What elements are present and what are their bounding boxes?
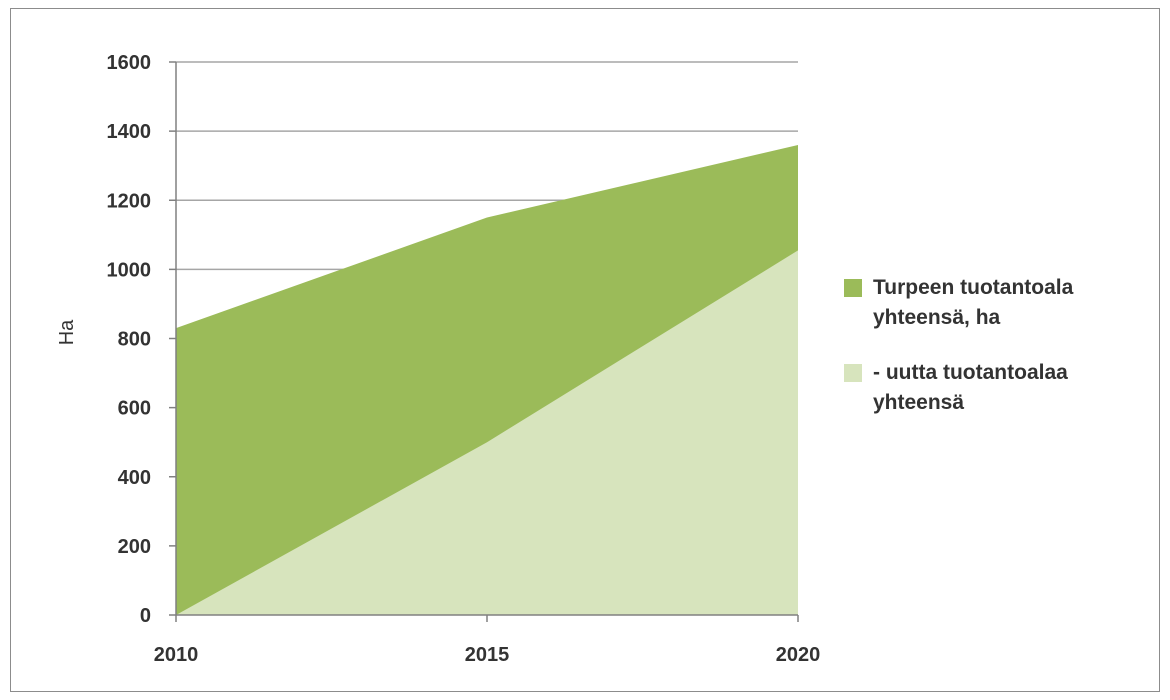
y-axis-title: Ha [56, 319, 78, 345]
y-tick-label: 1400 [107, 121, 152, 143]
area-series-2 [176, 250, 798, 615]
y-tick-label: 0 [140, 605, 151, 627]
y-tick-label: 400 [118, 467, 151, 489]
legend-label-1: Turpeen tuotantoala [873, 276, 1074, 299]
y-tick-label: 1000 [107, 259, 152, 281]
x-tick-label: 2010 [154, 644, 199, 666]
x-axis-tick-labels: 2010 2015 2020 [154, 644, 821, 666]
y-tick-label: 800 [118, 329, 151, 351]
x-tick-label: 2020 [776, 644, 821, 666]
legend-label-1: yhteensä, ha [873, 306, 1001, 329]
y-tick-label: 600 [118, 398, 151, 420]
chart-frame: 0 200 400 600 800 1000 1200 1400 1600 2010 2015 20… [10, 8, 1160, 692]
y-tick-label: 200 [118, 536, 151, 558]
axes [169, 61, 799, 622]
legend: Turpeen tuotantoala yhteensä, ha - uutta … [844, 276, 1074, 414]
legend-swatch-1 [844, 279, 862, 297]
y-tick-label: 1600 [107, 52, 152, 74]
plot-areas [176, 144, 798, 615]
y-axis-tick-labels: 0 200 400 600 800 1000 1200 1400 1600 [107, 52, 152, 627]
legend-label-2: yhteensä [873, 391, 964, 414]
legend-swatch-2 [844, 364, 862, 382]
legend-label-2: - uutta tuotantoalaa [873, 361, 1068, 384]
x-tick-label: 2015 [465, 644, 510, 666]
y-tick-label: 1200 [107, 190, 152, 212]
